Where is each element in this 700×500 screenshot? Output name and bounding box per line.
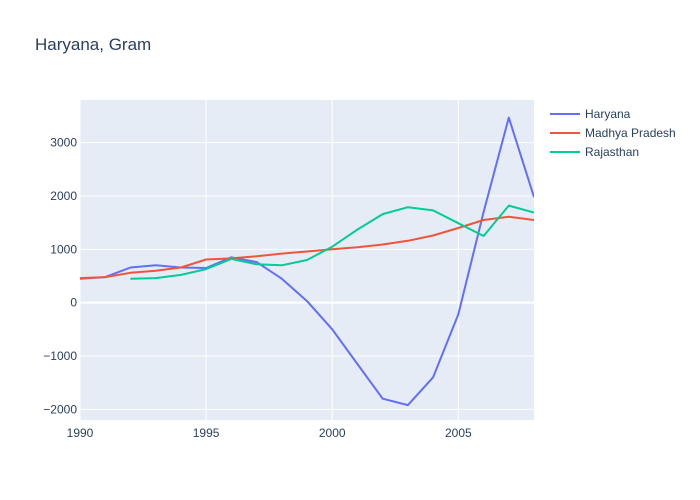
series-lines	[80, 116, 534, 407]
y-tick-label: 3000	[50, 136, 77, 150]
y-tick-label: 0	[70, 296, 77, 310]
x-tick-label: 2005	[445, 426, 472, 440]
series-line-madhya-pradesh	[80, 215, 534, 280]
legend-label: Madhya Pradesh	[585, 126, 676, 140]
series-line-haryana	[80, 116, 534, 407]
legend[interactable]: Haryana Madhya Pradesh Rajasthan	[550, 107, 676, 159]
x-tick-label: 1990	[67, 426, 94, 440]
legend-item-madhya-pradesh[interactable]: Madhya Pradesh	[550, 126, 676, 140]
series-line-rajasthan	[130, 204, 534, 280]
legend-item-haryana[interactable]: Haryana	[550, 107, 631, 121]
x-axis-ticks: 1990 1995 2000 2005	[67, 426, 472, 440]
y-tick-label: −1000	[43, 349, 77, 363]
y-tick-label: 1000	[50, 242, 77, 256]
chart-title: Haryana, Gram	[35, 35, 151, 54]
x-tick-label: 2000	[319, 426, 346, 440]
y-tick-label: −2000	[43, 402, 77, 416]
legend-label: Haryana	[585, 107, 631, 121]
legend-label: Rajasthan	[585, 145, 639, 159]
y-axis-ticks: −2000 −1000 0 1000 2000 3000	[43, 136, 77, 417]
y-tick-label: 2000	[50, 189, 77, 203]
x-tick-label: 1995	[193, 426, 220, 440]
legend-item-rajasthan[interactable]: Rajasthan	[550, 145, 639, 159]
